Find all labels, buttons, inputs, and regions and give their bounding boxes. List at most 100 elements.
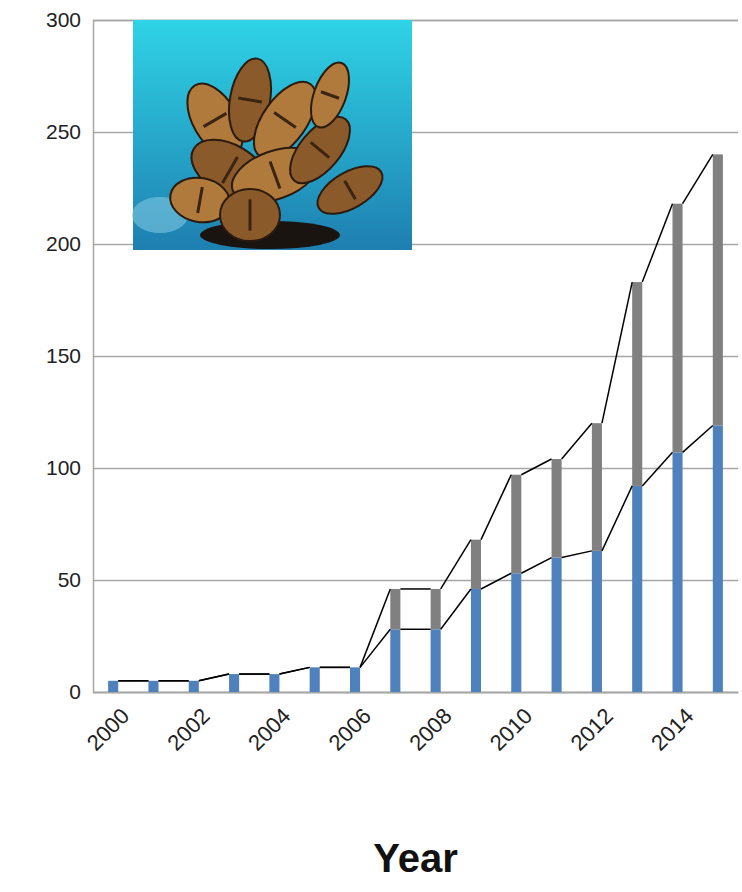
y-tick-label: 200 [46,232,81,255]
series-line [199,674,229,681]
bar [310,667,320,692]
x-tick: 2002 [162,703,214,755]
y-tick-label: 300 [46,8,81,31]
y-axis-line [94,21,739,693]
bar [148,681,158,692]
x-tick-label: 2008 [404,703,456,755]
bar [229,674,239,675]
series-line [279,667,309,674]
series-line [521,459,551,475]
bar [552,558,562,692]
series-line [562,423,592,459]
bar [229,674,239,692]
series-line [159,680,189,682]
plot-area [108,154,723,692]
series-line [521,558,551,574]
series-line [400,588,430,590]
bar [310,667,320,668]
x-tick-label: 2012 [566,703,618,755]
x-tick: 2012 [566,703,618,755]
series-line [159,680,189,682]
x-tick: 2006 [324,703,376,755]
series-line [320,667,350,669]
bar [672,452,682,692]
x-tick: 2010 [485,703,537,755]
series-lines [118,425,713,680]
bar [108,680,118,681]
x-tick-label: 2010 [485,703,537,755]
bar [552,459,562,558]
bar [390,589,400,629]
photo-stripe [345,181,356,200]
bar [672,204,682,453]
bar [632,486,642,692]
bar [592,551,602,692]
x-tick: 2000 [82,703,134,755]
y-tick-label: 250 [46,120,81,143]
x-tick-label: 2014 [646,703,698,755]
bar [471,540,481,589]
series-line [360,629,390,667]
series-line [642,452,672,486]
series-line [118,680,148,682]
photo-inset [132,20,412,250]
bar [390,629,400,692]
bar [189,680,199,681]
series-line [239,673,269,675]
bar [431,629,441,692]
series-line [279,667,309,674]
bar [511,573,521,692]
bar [350,667,360,668]
y-tick-label: 100 [46,456,81,479]
x-tick-label: 2002 [162,703,214,755]
x-tick: 2008 [404,703,456,755]
bar [431,589,441,629]
photo-stripe [238,98,262,102]
bar [269,674,279,692]
bar [148,680,158,681]
series-line [683,154,713,203]
y-tick-label: 50 [58,568,81,591]
series-line [441,589,471,629]
x-axis-title: Year [373,836,458,880]
series-line [118,680,148,682]
bar [471,589,481,692]
photo-shell [303,58,356,133]
photo-stripe [311,142,329,157]
x-tick-label: 2004 [243,703,295,755]
series-lines [118,154,713,680]
bar [189,681,199,692]
photo-stripe [274,112,296,127]
bar [108,681,118,692]
x-tick: 2014 [646,703,698,755]
bar-series [108,425,723,692]
series-line [239,673,269,675]
series-line [320,667,350,669]
x-axis: 2000 2002 2004 2006 2008 2010 2012 2014 [82,693,739,756]
photo-stripe [249,199,252,230]
series-line [360,589,390,667]
photo-shell [220,189,280,241]
x-tick-label: 2000 [82,703,134,755]
series-line [481,475,511,540]
series-line [562,551,592,558]
photo-stripe [204,113,227,126]
series-line [481,573,511,589]
chart: 0501001502002503002000200220042006200820… [0,0,742,892]
bar [713,425,723,692]
series-line [441,540,471,589]
x-tick: 2004 [243,703,295,755]
bar [511,475,521,574]
photo-stripe [270,161,280,188]
bar [592,423,602,551]
photo-shell [310,156,390,223]
photo-background [133,20,412,250]
series-line [400,629,430,631]
y-tick-label: 0 [69,680,81,703]
bar-series [390,154,723,629]
photo-stripe [321,92,339,99]
series-line [683,425,713,452]
bar [269,674,279,675]
photo-stripe [198,187,203,213]
y-axis: 050100150200250300 [46,8,738,703]
